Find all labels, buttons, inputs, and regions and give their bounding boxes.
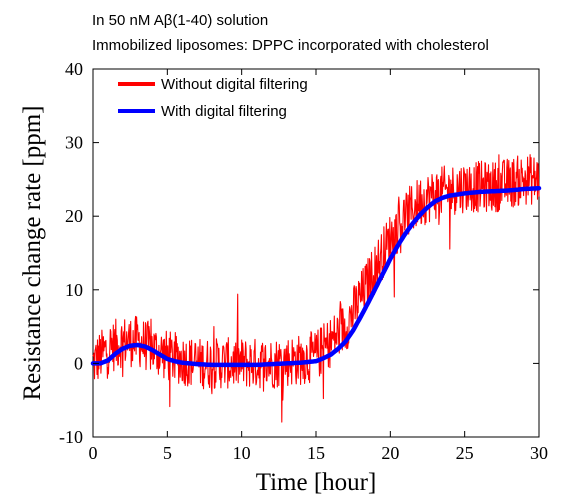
y-tick-label: -10	[59, 427, 83, 447]
x-tick-label: 25	[456, 443, 474, 463]
y-tick-label: 10	[65, 280, 83, 300]
chart-subtitle-line1: In 50 nM Aβ(1-40) solution	[92, 12, 269, 29]
x-tick-label: 0	[89, 443, 98, 463]
y-tick-label: 0	[74, 353, 83, 373]
plot-frame	[92, 68, 540, 438]
y-tick-label: 40	[65, 59, 83, 79]
chart-subtitle-line2: Immobilized liposomes: DPPC incorporated…	[92, 37, 489, 54]
x-tick-label: 20	[381, 443, 399, 463]
axes-layer: 0 5 10 15 20 25 30 -10 0 10 20 30 40	[59, 59, 548, 463]
x-axis-title: Time [hour]	[256, 469, 377, 496]
x-tick-label: 15	[307, 443, 325, 463]
y-axis-title: Resistance change rate [ppm]	[19, 105, 46, 400]
x-tick-label: 10	[233, 443, 251, 463]
x-tick-label: 30	[530, 443, 548, 463]
y-tick-label: 30	[65, 133, 83, 153]
y-tick-label: 20	[65, 206, 83, 226]
series-layer	[90, 154, 542, 423]
legend-label-without-filtering: Without digital filtering	[161, 76, 308, 93]
legend-label-with-filtering: With digital filtering	[161, 103, 287, 120]
plot-area	[92, 68, 540, 438]
series-line-without-filtering	[92, 154, 540, 423]
legend: Without digital filtering With digital f…	[118, 76, 308, 120]
x-tick-label: 5	[163, 443, 172, 463]
series-line-with-filtering	[90, 185, 542, 368]
